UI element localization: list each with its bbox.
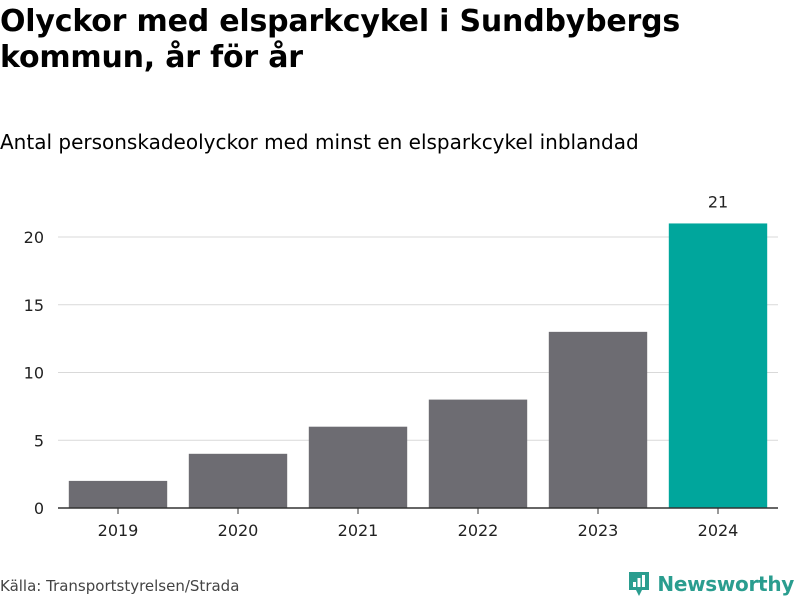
bar-2021: [308, 426, 408, 508]
y-tick-label: 10: [24, 364, 44, 383]
source-note: Källa: Transportstyrelsen/Strada: [0, 577, 240, 595]
bar-2022: [428, 399, 528, 508]
x-tick-label: 2020: [218, 521, 259, 540]
y-tick-label: 15: [24, 296, 44, 315]
x-tick-label: 2024: [698, 521, 739, 540]
chart-title: Olyckor med elsparkcykel i Sundbybergs k…: [0, 4, 681, 75]
bar-chart: 0 5 10 15 20 2019 2020 2021 2022 2023 2024 21: [24, 192, 778, 540]
y-tick-label: 5: [34, 431, 44, 450]
chart-subtitle: Antal personskadeolyckor med minst en el…: [0, 130, 639, 154]
bar-2023: [548, 331, 648, 508]
data-label: 21: [708, 192, 728, 211]
x-tick-label: 2019: [98, 521, 139, 540]
newsworthy-logo-icon: [629, 572, 650, 596]
x-tick-label: 2022: [458, 521, 499, 540]
brand-logo[interactable]: Newsworthy: [627, 570, 794, 598]
x-tick-label: 2021: [338, 521, 379, 540]
y-tick-label: 0: [34, 499, 44, 518]
y-tick-label: 20: [24, 228, 44, 247]
brand-name: Newsworthy: [657, 572, 794, 596]
bar-2020: [188, 453, 288, 508]
bar-2019: [68, 480, 168, 508]
bar-2024: [668, 223, 768, 508]
x-tick-label: 2023: [578, 521, 619, 540]
